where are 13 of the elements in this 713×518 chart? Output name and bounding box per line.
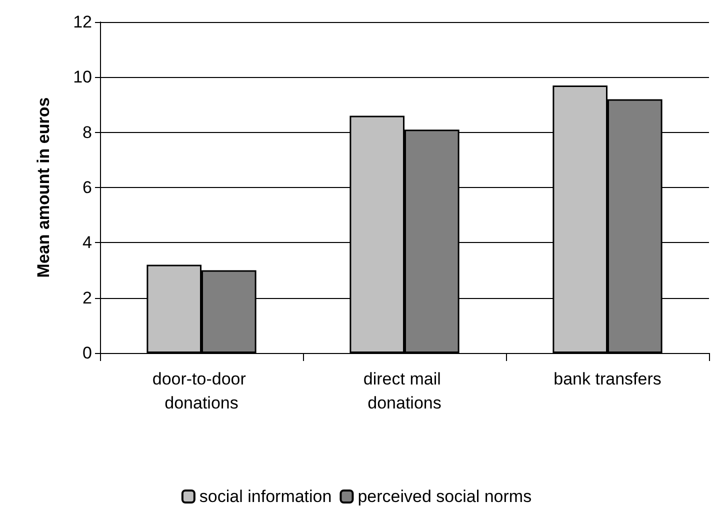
y-tick-label: 0 bbox=[82, 344, 92, 362]
x-tick-label: bank transfers bbox=[554, 370, 662, 388]
legend-label: perceived social norms bbox=[358, 487, 532, 506]
y-tick-label: 4 bbox=[82, 233, 92, 252]
y-tick-label: 2 bbox=[82, 288, 92, 308]
x-tick-label: direct mail donations bbox=[363, 370, 446, 412]
y-axis-title: Mean amount in euros bbox=[34, 97, 53, 278]
y-tick-label: 6 bbox=[82, 178, 92, 197]
y-tick-label: 10 bbox=[73, 68, 92, 87]
y-tick-label: 8 bbox=[82, 122, 92, 142]
x-tick-label: door-to-door donations bbox=[152, 370, 251, 412]
legend-label: social information bbox=[199, 487, 332, 506]
y-tick-label: 12 bbox=[73, 12, 92, 32]
